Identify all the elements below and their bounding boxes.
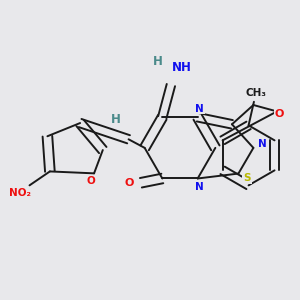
Text: NO₂: NO₂ bbox=[9, 188, 31, 198]
Text: N: N bbox=[195, 104, 204, 114]
Text: H: H bbox=[153, 55, 163, 68]
Text: NH: NH bbox=[172, 61, 191, 74]
Text: O: O bbox=[124, 178, 134, 188]
Text: CH₃: CH₃ bbox=[246, 88, 267, 98]
Text: N: N bbox=[195, 182, 204, 192]
Text: O: O bbox=[274, 109, 284, 118]
Text: N: N bbox=[258, 139, 266, 148]
Text: S: S bbox=[243, 173, 251, 183]
Text: O: O bbox=[86, 176, 95, 186]
Text: H: H bbox=[111, 113, 121, 127]
